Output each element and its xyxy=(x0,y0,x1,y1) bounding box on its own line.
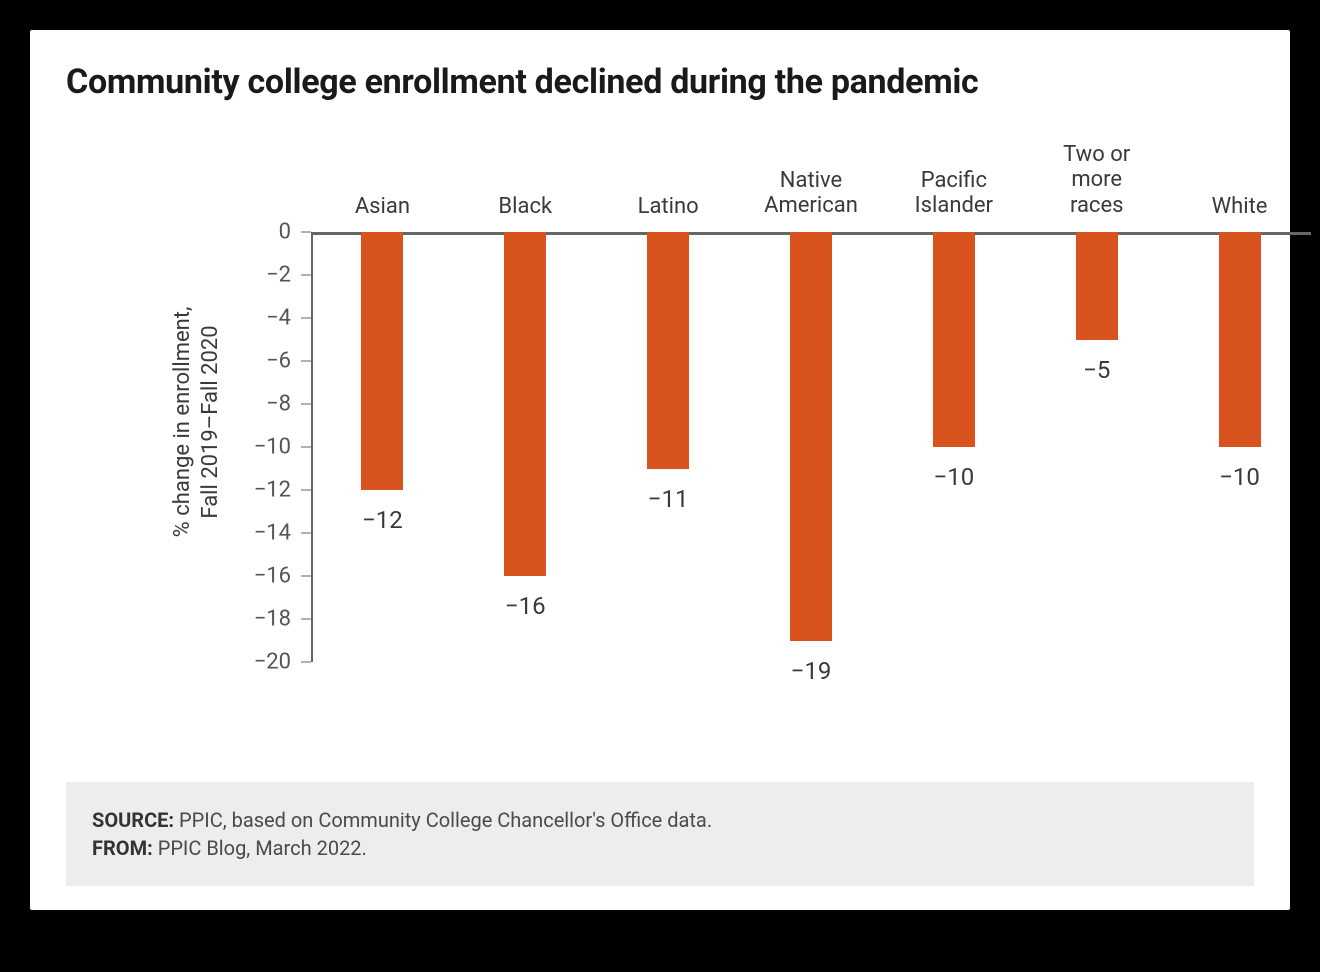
y-tick-label: −8 xyxy=(241,392,291,417)
y-tick-label: −4 xyxy=(241,306,291,331)
y-tick-label: 0 xyxy=(241,220,291,245)
bar xyxy=(361,232,403,490)
chart-title: Community college enrollment declined du… xyxy=(66,62,1254,102)
y-tick-mark xyxy=(301,446,311,448)
chart-zone: % change in enrollment, Fall 2019–Fall 2… xyxy=(176,142,1244,702)
y-tick-mark xyxy=(301,489,311,491)
bar xyxy=(504,232,546,576)
y-tick: −2 xyxy=(241,263,311,288)
y-tick-mark xyxy=(301,360,311,362)
value-label: −19 xyxy=(791,657,832,685)
y-tick-label: −10 xyxy=(241,435,291,460)
category-label-line: Two or xyxy=(1063,142,1130,167)
y-axis-title-line2: Fall 2019–Fall 2020 xyxy=(197,325,222,518)
y-axis-title-line1: % change in enrollment, xyxy=(170,307,195,538)
y-tick-label: −2 xyxy=(241,263,291,288)
y-tick-label: −20 xyxy=(241,650,291,675)
category-label-line: White xyxy=(1212,194,1268,219)
footer-from-prefix: FROM: xyxy=(92,836,153,860)
y-tick: −8 xyxy=(241,392,311,417)
y-tick: −10 xyxy=(241,435,311,460)
y-tick: −4 xyxy=(241,306,311,331)
category-label: White xyxy=(1150,194,1320,219)
y-tick-label: −6 xyxy=(241,349,291,374)
y-tick-label: −18 xyxy=(241,607,291,632)
y-tick-mark xyxy=(301,575,311,577)
value-label: −10 xyxy=(1219,463,1260,491)
value-label: −5 xyxy=(1083,356,1110,384)
y-tick: −12 xyxy=(241,478,311,503)
y-tick-label: −14 xyxy=(241,521,291,546)
category-label-line: Islander xyxy=(915,193,993,218)
y-tick-mark xyxy=(301,618,311,620)
y-tick-mark xyxy=(301,532,311,534)
y-tick-mark xyxy=(301,661,311,663)
bar xyxy=(933,232,975,447)
value-label: −10 xyxy=(933,463,974,491)
footer-source-prefix: SOURCE: xyxy=(92,808,174,832)
y-tick: −6 xyxy=(241,349,311,374)
chart-card: Community college enrollment declined du… xyxy=(30,30,1290,910)
y-tick: −18 xyxy=(241,607,311,632)
bar xyxy=(647,232,689,469)
y-tick: −16 xyxy=(241,564,311,589)
value-label: −11 xyxy=(648,485,689,513)
y-tick-mark xyxy=(301,231,311,233)
category-label-line: Pacific xyxy=(921,168,987,193)
bar xyxy=(1076,232,1118,340)
y-tick: −14 xyxy=(241,521,311,546)
footer-from: FROM: PPIC Blog, March 2022. xyxy=(92,836,1228,860)
y-tick-mark xyxy=(301,403,311,405)
y-tick: 0 xyxy=(241,220,311,245)
y-tick-label: −12 xyxy=(241,478,291,503)
y-tick-label: −16 xyxy=(241,564,291,589)
category-label-line: Latino xyxy=(638,194,699,219)
value-label: −12 xyxy=(362,506,403,534)
category-label-line: more xyxy=(1071,167,1122,192)
y-tick-mark xyxy=(301,317,311,319)
y-axis-line xyxy=(311,232,313,662)
category-label-line: races xyxy=(1070,193,1124,218)
category-label-line: Asian xyxy=(355,194,410,219)
outer-frame: Community college enrollment declined du… xyxy=(0,0,1320,972)
category-label-line: American xyxy=(764,193,858,218)
footer-source-text: PPIC, based on Community College Chancel… xyxy=(174,808,712,832)
footer-from-text: PPIC Blog, March 2022. xyxy=(153,836,367,860)
y-axis-title: % change in enrollment, Fall 2019–Fall 2… xyxy=(169,307,224,538)
bar xyxy=(1219,232,1261,447)
footer-box: SOURCE: PPIC, based on Community College… xyxy=(66,782,1254,886)
category-label-line: Black xyxy=(498,194,552,219)
y-tick: −20 xyxy=(241,650,311,675)
category-label-line: Native xyxy=(780,168,842,193)
y-tick-mark xyxy=(301,274,311,276)
bar xyxy=(790,232,832,641)
footer-source: SOURCE: PPIC, based on Community College… xyxy=(92,808,1228,832)
value-label: −16 xyxy=(505,592,546,620)
